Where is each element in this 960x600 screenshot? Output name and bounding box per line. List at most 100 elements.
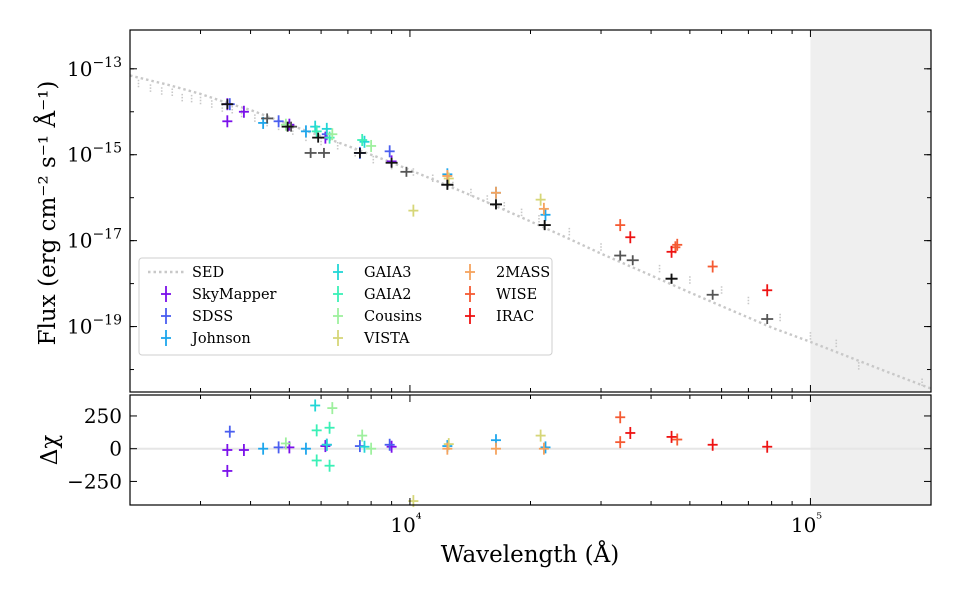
legend-label: GAIA3 xyxy=(364,265,411,281)
model-dark-point xyxy=(221,99,234,110)
cousins-point xyxy=(366,139,377,152)
legend-item-gaia2: GAIA2 xyxy=(333,286,411,303)
gaia3-residual-point xyxy=(310,399,321,412)
legend-item-cousins: Cousins xyxy=(333,308,422,325)
residual-panel: 250 0 −250 10⁴ 10⁵ Δχ Wavelength (Å) xyxy=(37,394,932,568)
wise-point xyxy=(707,260,718,273)
wise-residual-point xyxy=(615,436,626,449)
legend-label: Cousins xyxy=(364,309,422,325)
legend-label: WISE xyxy=(496,287,537,303)
model-dark-point xyxy=(281,121,294,132)
gaia2-point xyxy=(357,134,368,147)
irac-point xyxy=(762,284,773,297)
legend-item-sed: SED xyxy=(148,265,224,281)
wise-point xyxy=(615,219,626,232)
model-gray-point xyxy=(261,113,274,124)
legend-label: SkyMapper xyxy=(192,287,277,303)
x-axis-label: Wavelength (Å) xyxy=(441,540,619,568)
skymapper-residual-point xyxy=(222,464,233,477)
sed-shaded-region xyxy=(810,30,931,392)
irac-residual-point xyxy=(762,440,773,453)
residual-points xyxy=(222,399,773,508)
residual-y-ticks: 250 0 −250 xyxy=(67,404,931,493)
skymapper-point xyxy=(222,115,233,128)
cousins-residual-point xyxy=(280,437,291,450)
2mass-residual-point xyxy=(490,442,501,455)
legend-item-irac: IRAC xyxy=(465,308,534,325)
sdss-residual-point xyxy=(384,438,395,451)
sed-x-ticks xyxy=(129,30,932,392)
2mass-point xyxy=(538,202,549,215)
model-dark-point xyxy=(538,220,551,231)
legend-label: SDSS xyxy=(192,309,233,325)
legend-label: SED xyxy=(192,265,224,281)
cousins-residual-point xyxy=(327,402,338,415)
residual-x-ticks: 10⁴ 10⁵ xyxy=(129,395,932,537)
residual-y-tick-label: 0 xyxy=(109,437,122,461)
johnson-residual-point xyxy=(300,442,311,455)
vista-point xyxy=(535,193,546,206)
legend-label: IRAC xyxy=(496,309,534,325)
sed-y-tick-label: 10−19 xyxy=(67,313,122,339)
johnson-residual-point xyxy=(258,442,269,455)
skymapper-residual-point xyxy=(222,444,233,456)
sdss-residual-point xyxy=(273,441,284,454)
2mass-residual-point xyxy=(538,442,549,455)
gaia2-point xyxy=(311,125,322,138)
2mass-point xyxy=(490,186,501,199)
sdss-point xyxy=(384,145,395,158)
sed-y-ticks: 10−13 10−15 10−17 10−19 xyxy=(67,55,931,371)
sdss-residual-point xyxy=(224,425,235,438)
gaia3-residual-point xyxy=(321,438,332,451)
gaia3-residual-point xyxy=(359,440,370,453)
vista-residual-point xyxy=(535,429,546,442)
model-gray-point xyxy=(400,166,413,177)
legend-item-skymapper: SkyMapper xyxy=(161,286,277,303)
johnson-point xyxy=(300,125,311,138)
legend-label: VISTA xyxy=(363,331,410,347)
sed-y-tick-label: 10−17 xyxy=(67,227,122,253)
irac-point xyxy=(625,231,636,244)
skymapper-residual-point xyxy=(320,440,331,453)
model-dark-point xyxy=(489,199,502,210)
residual-y-tick-label: −250 xyxy=(67,469,122,493)
sed-y-tick-label: 10−15 xyxy=(67,141,122,167)
skymapper-residual-point xyxy=(238,444,249,456)
model-dark-point xyxy=(312,132,325,143)
johnson-residual-point xyxy=(540,441,551,454)
x-tick-label: 10⁵ xyxy=(791,511,822,537)
model-dark-point xyxy=(353,147,366,158)
legend-item-vista: VISTA xyxy=(333,330,410,347)
model-gray-point xyxy=(317,147,330,158)
legend-label: Johnson xyxy=(190,331,251,347)
model-gray-point xyxy=(304,147,317,158)
vista-point xyxy=(443,172,454,185)
irac-point xyxy=(666,245,677,258)
legend-item-gaia3: GAIA3 xyxy=(333,264,411,281)
legend-item-2mass: 2MASS xyxy=(465,264,550,281)
residual-y-tick-label: 250 xyxy=(84,404,122,428)
sed-y-axis-label: Flux (erg cm⁻² s⁻¹ Å⁻¹) xyxy=(33,81,61,346)
gaia3-point xyxy=(359,135,370,148)
cousins-point xyxy=(327,128,338,141)
legend-frame xyxy=(138,257,553,356)
sed-photometry-points xyxy=(221,98,774,325)
sed-panel: 10−13 10−15 10−17 10−19 Flux (erg cm⁻² s⁻¹ … xyxy=(33,29,932,393)
x-tick-label: 10⁴ xyxy=(390,511,421,537)
irac-residual-point xyxy=(707,438,718,451)
sdss-point xyxy=(273,115,284,128)
model-gray-point xyxy=(626,255,639,266)
cousins-residual-point xyxy=(366,442,377,455)
wise-residual-point xyxy=(672,433,683,446)
johnson-point xyxy=(540,208,551,221)
model-dark-point xyxy=(385,157,398,168)
vista-point xyxy=(408,204,419,217)
residual-y-axis-label: Δχ xyxy=(37,435,63,466)
legend-item-sdss: SDSS xyxy=(161,308,233,325)
wise-residual-point xyxy=(615,411,626,424)
sed-model-curve xyxy=(129,74,932,390)
model-dark-point xyxy=(441,179,454,190)
gaia3-point xyxy=(321,122,332,135)
cousins-point xyxy=(280,118,291,131)
